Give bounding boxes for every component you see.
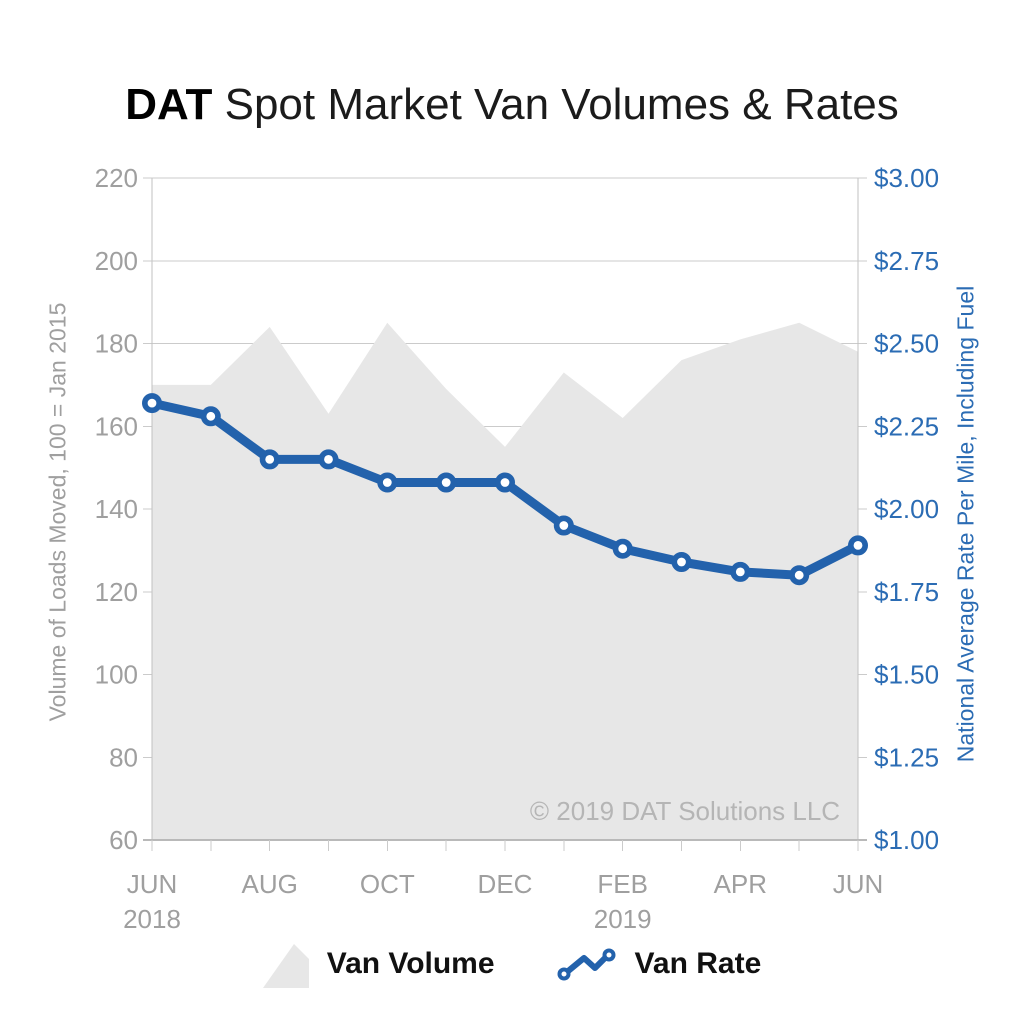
left-axis-title: Volume of Loads Moved, 100 = Jan 2015 [44,302,71,722]
x-tick-label: JUN [127,869,178,899]
van-rate-marker [730,561,751,582]
copyright-watermark: © 2019 DAT Solutions LLC [529,796,841,826]
right-tick-label: $2.75 [874,246,939,276]
left-tick-label: 160 [95,411,138,441]
van-rate-marker [259,449,280,470]
van-rate-marker [671,551,692,572]
title-rest: Spot Market Van Volumes & Rates [212,80,899,130]
right-tick-label: $2.25 [874,411,939,441]
van-rate-marker [377,472,398,493]
legend: Van Volume Van Rate [0,932,1024,996]
left-tick-label: 180 [95,329,138,359]
van-rate-marker [789,565,810,586]
right-tick-label: $1.50 [874,660,939,690]
x-tick-label: JUN [833,869,884,899]
left-tick-label: 120 [95,577,138,607]
page-title: DAT Spot Market Van Volumes & Rates [0,83,1024,127]
van-rate-marker [612,538,633,559]
left-tick-label: 200 [95,246,138,276]
van-rate-marker [318,449,339,470]
line-swatch-icon [557,948,616,981]
van-rate-marker [847,535,868,556]
van-rate-marker [436,472,457,493]
legend-item-van-volume: Van Volume [262,940,495,988]
legend-label-van-volume: Van Volume [326,947,495,980]
right-tick-label: $1.25 [874,742,939,772]
x-tick-label: DEC [478,869,533,899]
x-tick-year-label: 2019 [594,904,652,934]
left-tick-label: 140 [95,494,138,524]
van-rate-marker [494,472,515,493]
x-tick-year-label: 2018 [123,904,181,934]
title-brand: DAT [125,80,213,130]
right-tick-label: $1.75 [874,577,939,607]
van-rate-marker [142,393,163,414]
left-tick-label: 80 [109,742,138,772]
right-tick-label: $2.00 [874,494,939,524]
right-tick-label: $3.00 [874,163,939,193]
legend-label-van-rate: Van Rate [634,947,762,980]
van-rate-marker [553,515,574,536]
x-tick-label: APR [714,869,767,899]
x-tick-label: FEB [597,869,648,899]
right-tick-label: $2.50 [874,329,939,359]
x-tick-label: AUG [241,869,297,899]
left-tick-label: 220 [95,163,138,193]
van-rate-marker [200,406,221,427]
left-tick-label: 100 [95,660,138,690]
van-volume-area [152,322,858,840]
right-tick-label: $1.00 [874,825,939,855]
legend-item-van-rate: Van Rate [557,946,762,982]
left-tick-label: 60 [109,825,138,855]
x-tick-label: OCT [360,869,415,899]
area-swatch-icon [262,944,309,988]
right-axis-title: National Average Rate Per Mile, Includin… [952,285,979,763]
